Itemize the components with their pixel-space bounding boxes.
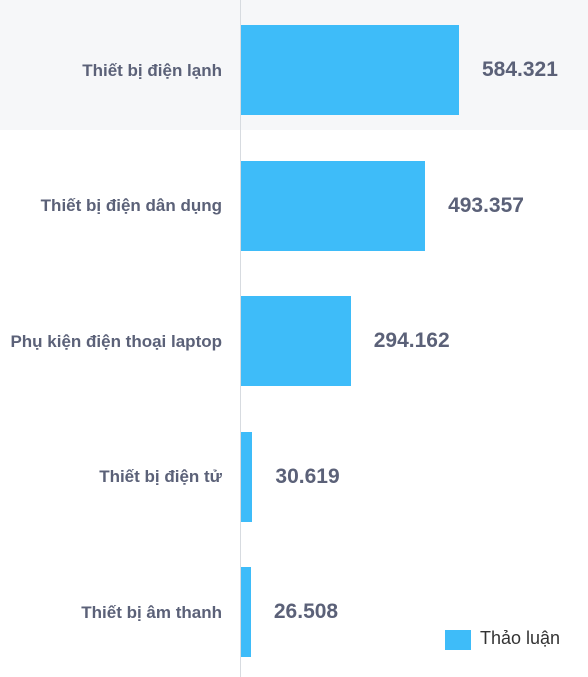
bar	[241, 160, 426, 251]
category-label-box: Thiết bị điện tử	[0, 432, 222, 522]
value-label: 26.508	[273, 600, 339, 623]
category-label: Phụ kiện điện thoại laptop	[10, 331, 222, 351]
value-label: 30.619	[275, 464, 340, 488]
bar	[241, 567, 251, 657]
category-label-box: Thiết bị điện lạnh	[0, 25, 222, 115]
legend-label: Thảo luận	[480, 628, 561, 648]
bar	[241, 296, 351, 386]
bar	[241, 431, 253, 522]
category-label: Thiết bị âm thanh	[81, 602, 222, 622]
category-label: Thiết bị điện lạnh	[82, 60, 222, 80]
value-label: 294.162	[373, 329, 450, 352]
value-label: 584.321	[482, 58, 558, 81]
bar	[241, 25, 459, 115]
category-label-box: Thiết bị điện dân dụng	[0, 161, 222, 251]
category-label-box: Phụ kiện điện thoại laptop	[0, 296, 222, 386]
category-label-box: Thiết bị âm thanh	[0, 567, 222, 657]
category-label: Thiết bị điện tử	[99, 467, 222, 486]
category-label: Thiết bị điện dân dụng	[40, 196, 222, 215]
legend-swatch	[445, 630, 471, 650]
category-axis	[240, 0, 241, 677]
value-label: 493.357	[448, 193, 524, 217]
